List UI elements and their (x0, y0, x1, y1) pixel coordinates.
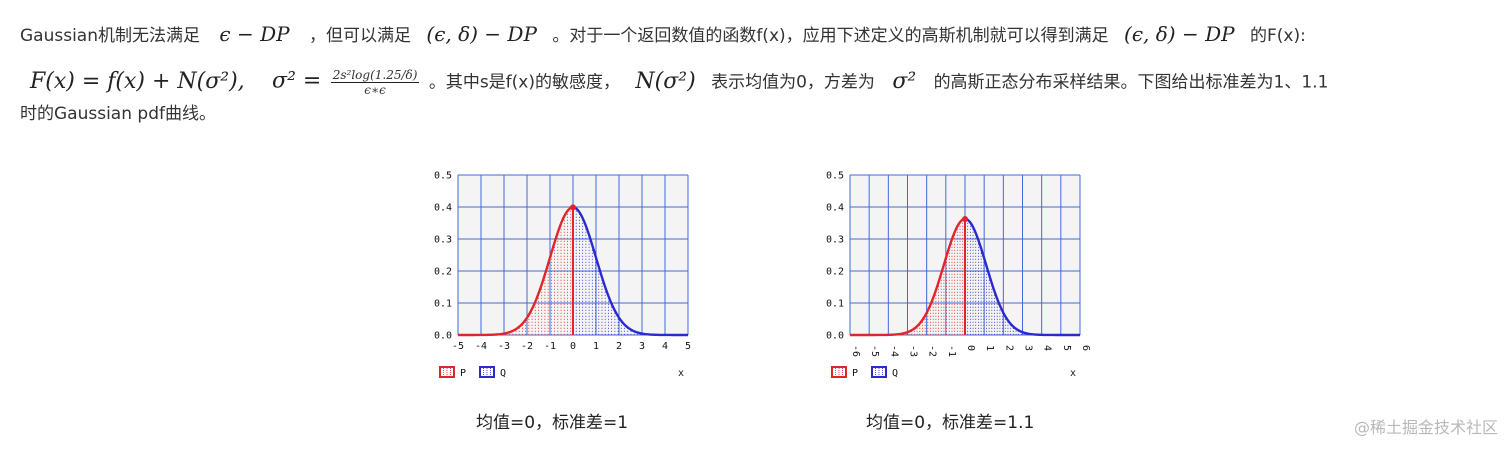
text-segment: Gaussian机制无法满足 (20, 26, 200, 46)
x-tick-label: -5 (452, 341, 464, 352)
x-tick-label: 0 (965, 345, 976, 351)
q-legend-swatch (479, 366, 495, 378)
x-tick-label: 5 (685, 341, 691, 352)
x-tick-label: -3 (908, 345, 919, 357)
x-tick-label: -3 (498, 341, 510, 352)
math-epsilon-dp: ϵ − DP (219, 22, 290, 46)
x-tick-label: 2 (1003, 345, 1014, 351)
legend-label-q: Q (500, 368, 506, 379)
q-legend-swatch (871, 366, 887, 378)
p-legend-swatch (439, 366, 455, 378)
series-q-curve (964, 217, 1080, 337)
watermark: @稀土掘金技术社区 (1353, 418, 1498, 437)
figure-caption-2: 均值=0，标准差=1.1 (866, 413, 1035, 433)
math-epsilon-delta-dp-2: (ϵ, δ) − DP (1124, 22, 1235, 46)
y-tick-label: 0.1 (826, 299, 844, 310)
x-tick-label: -2 (521, 341, 533, 352)
fraction-numerator: 2s²log(1.25/δ) (330, 68, 420, 83)
peak-marker (962, 215, 968, 222)
y-tick-label: 0.4 (826, 203, 844, 214)
text-segment: 时的Gaussian pdf曲线。 (20, 104, 216, 124)
legend-label-p: P (852, 368, 858, 379)
text-segment: 。其中s是f(x)的敏感度， (428, 72, 620, 93)
text-segment: 。对于一个返回数值的函数f(x)，应用下述定义的高斯机制就可以得到满足 (552, 26, 1109, 46)
series-p-curve (458, 206, 574, 337)
y-tick-label: 0.3 (434, 235, 452, 246)
x-tick-label: -5 (869, 345, 880, 357)
paragraph-line-3: 时的Gaussian pdf曲线。 (20, 102, 1490, 126)
paragraph-line-1: Gaussian机制无法满足 ϵ − DP ，但可以满足 (ϵ, δ) − DP… (20, 22, 1490, 48)
x-tick-label: -1 (946, 345, 957, 357)
legend-label-p: P (460, 368, 466, 379)
y-tick-label: 0.4 (434, 203, 452, 214)
fraction-denominator: ϵ∗ϵ (364, 83, 386, 97)
y-tick-label: 0.5 (434, 171, 452, 182)
y-tick-label: 0.2 (826, 267, 844, 278)
p-legend-swatch (831, 366, 847, 378)
figure-caption-1: 均值=0，标准差=1 (476, 413, 629, 433)
text-segment: ，但可以满足 (308, 26, 411, 46)
x-axis-label: x (1070, 368, 1076, 379)
series-p-curve (850, 217, 966, 337)
series-q-curve (572, 206, 688, 337)
math-sigma-squared: σ² = (272, 68, 322, 94)
y-tick-label: 0.5 (826, 171, 844, 182)
y-tick-label: 0.2 (434, 267, 452, 278)
y-tick-label: 0.3 (826, 235, 844, 246)
math-epsilon-delta-dp: (ϵ, δ) − DP (426, 22, 537, 46)
math-sigma-squared-2: σ² (892, 68, 917, 94)
text-segment: 表示均值为0，方差为 (711, 72, 875, 93)
x-tick-label: 4 (1042, 345, 1053, 351)
x-tick-label: -4 (475, 341, 487, 352)
x-tick-label: 1 (593, 341, 599, 352)
x-tick-label: 2 (616, 341, 622, 352)
y-tick-label: 0.0 (434, 331, 452, 342)
y-tick-label: 0.0 (826, 331, 844, 342)
y-tick-label: 0.1 (434, 299, 452, 310)
paragraph-line-2: F(x) = f(x) + N(σ²), σ² = 2s²log(1.25/δ)… (20, 68, 1490, 97)
x-tick-label: 0 (570, 341, 576, 352)
x-tick-label: 3 (639, 341, 645, 352)
x-axis-label: x (678, 368, 684, 379)
legend-label-q: Q (892, 368, 898, 379)
x-tick-label: 4 (662, 341, 668, 352)
peak-marker (570, 204, 576, 211)
x-tick-label: 1 (984, 345, 995, 351)
x-tick-label: -6 (850, 345, 861, 357)
x-tick-label: -2 (927, 345, 938, 357)
x-tick-label: 6 (1080, 345, 1091, 351)
math-normal-dist: N(σ²) (635, 68, 696, 94)
math-gaussian-mechanism: F(x) = f(x) + N(σ²), (30, 68, 245, 94)
text-segment: 的F(x): (1249, 26, 1306, 46)
x-tick-label: -4 (888, 345, 899, 357)
x-tick-label: 3 (1023, 345, 1034, 351)
x-tick-label: -1 (544, 341, 556, 352)
math-fraction: 2s²log(1.25/δ) ϵ∗ϵ (330, 68, 420, 97)
x-tick-label: 5 (1061, 345, 1072, 351)
text-segment: 的高斯正态分布采样结果。下图给出标准差为1、1.1 (933, 72, 1329, 93)
